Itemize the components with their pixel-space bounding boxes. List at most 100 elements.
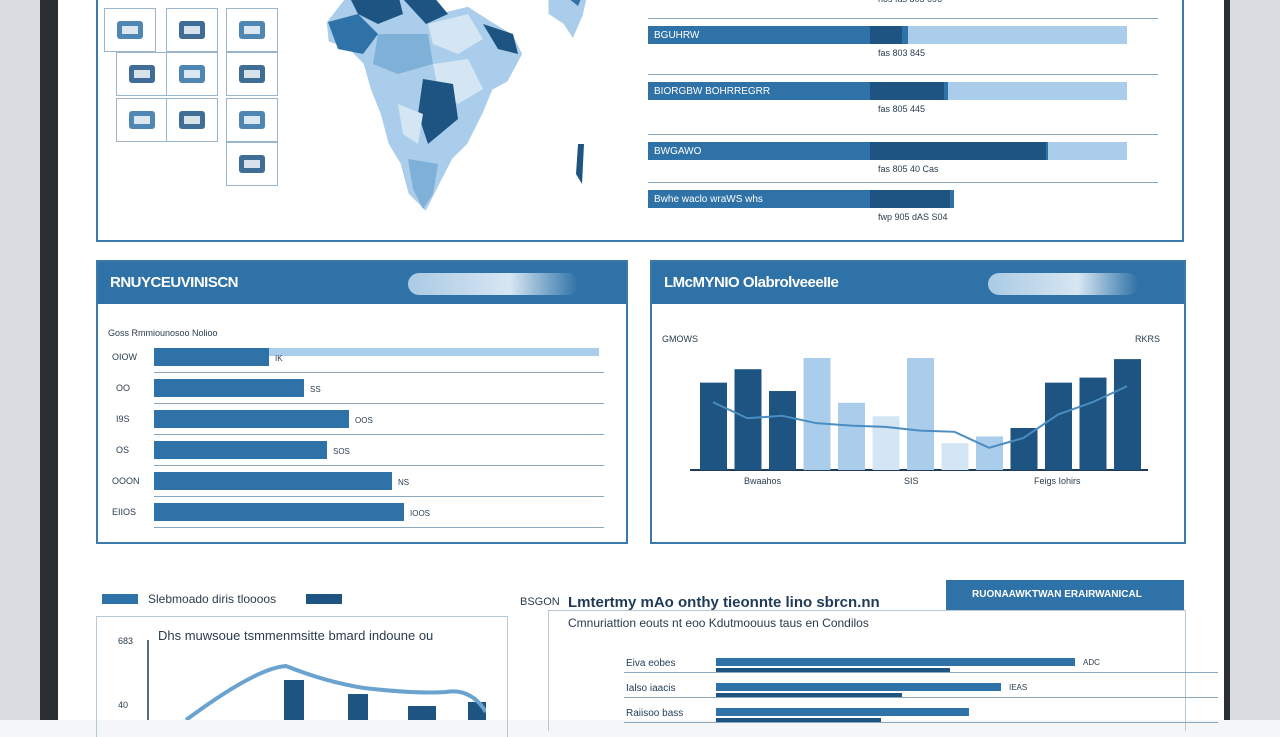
bottom-right-header-bar: RUONAAWKTWAN ERAIRWANICAL (946, 580, 1184, 610)
grid-icon[interactable] (166, 8, 218, 52)
bottom-row-bar (716, 683, 1001, 691)
bottom-row-bar (716, 708, 969, 716)
x-label-3: Feigs Iohirs (1034, 476, 1081, 486)
left-bar-value: NS (398, 478, 410, 487)
right-panel: LMcMYNIO OlabrolveeeIIe GMOWS RKRS Bwaah… (650, 260, 1186, 544)
bottom-right-subtitle: Cmnuriattion eouts nt eoo Kdutmoouus tau… (568, 616, 869, 630)
bottom-row-label: Eiva eobes (626, 658, 676, 669)
bottom-row-line (624, 722, 1218, 723)
left-bar (154, 503, 404, 521)
bottom-row-subbar (716, 718, 881, 722)
left-panel-subtitle: Goss Rmmiounosoo Nolioo (108, 328, 218, 338)
legend-swatch-1 (102, 594, 138, 604)
top-row-bar (648, 26, 908, 44)
top-row-caption: fas 805 40 Cas (878, 164, 939, 174)
box-icon-glyph (239, 21, 265, 39)
top-row-caption: fas 803 845 (878, 48, 926, 58)
bottom-left-legend: Slebmoado diris tloooos (148, 592, 277, 606)
left-header-highlight (408, 273, 578, 295)
right-bar (941, 443, 969, 470)
left-bar-value: IOOS (410, 509, 431, 518)
right-bar (700, 382, 727, 470)
house-icon[interactable] (166, 52, 218, 96)
left-bar-value: OOS (355, 416, 373, 425)
left-bar-label: OIOW (112, 352, 137, 362)
grid-icon-glyph (179, 21, 205, 39)
square-icon-glyph (179, 111, 205, 129)
box-icon[interactable] (226, 8, 278, 52)
left-bar-label: I9S (116, 414, 130, 424)
bottom-right-prefix: BSGON (520, 596, 560, 608)
left-panel: RNUYCEUVINISCN Goss Rmmiounosoo Nolioo O… (96, 260, 628, 544)
document-icon-glyph (129, 111, 155, 129)
right-header-highlight (988, 273, 1138, 295)
right-bar (838, 402, 865, 470)
bottom-row-line (624, 697, 1218, 698)
top-row-caption: fas 805 445 (878, 104, 926, 114)
bottom-row-value: IEAS (1009, 683, 1028, 692)
top-row-line (648, 134, 1158, 135)
document-icon[interactable] (116, 98, 168, 142)
right-bar (769, 391, 796, 470)
house-icon-glyph (179, 65, 205, 83)
keyboard-icon[interactable] (226, 98, 278, 142)
bottom-right-header-text: RUONAAWKTWAN ERAIRWANICAL (972, 589, 1142, 600)
legend-swatch-2 (306, 594, 342, 604)
india-map (325, 0, 588, 214)
right-bar (976, 436, 1003, 470)
top-row-line (648, 182, 1158, 183)
left-bar-label: OOON (112, 476, 140, 486)
left-bar-label: OS (116, 445, 130, 455)
left-bar-label: OO (116, 383, 131, 393)
right-bar (1079, 377, 1107, 470)
top-row-bar-accent (870, 26, 902, 44)
right-right-label: RKRS (1134, 334, 1160, 344)
right-combo-chart (690, 358, 1148, 471)
left-bar-value: SS (310, 385, 321, 394)
square-icon[interactable] (166, 98, 218, 142)
left-bar-label: EIIOS (112, 507, 137, 517)
left-bar (154, 379, 304, 397)
bottom-left-frame (96, 616, 508, 737)
left-bar (154, 472, 392, 490)
x-label-1: Bwaahos (744, 476, 782, 486)
bottom-row-bar (716, 658, 1075, 666)
right-left-label: GMOWS (662, 334, 698, 344)
top-row-bar-accent (870, 190, 950, 208)
left-bar (154, 348, 269, 366)
bottle-icon-glyph (239, 155, 265, 173)
bottom-right-section: BSGON Lmtertmy mAo onthy tieonnte lino s… (518, 578, 1218, 731)
bottom-row-label: Raiisoo bass (626, 708, 684, 719)
right-trend-line (712, 385, 1128, 449)
right-bar (1045, 382, 1072, 470)
top-row-label: Bwhe waclo wraWS whs (654, 194, 763, 205)
left-panel-title: RNUYCEUVINISCN (110, 274, 239, 291)
keyboard-icon-glyph (239, 111, 265, 129)
right-bar (872, 416, 900, 470)
y-label-bottom: 40 (118, 700, 129, 710)
right-panel-title: LMcMYNIO OlabrolveeeIIe (664, 274, 839, 291)
map-icon[interactable] (104, 8, 156, 52)
top-row-label: BGUHRW (654, 30, 700, 41)
x-label-2: SIS (904, 476, 919, 486)
left-bar-gridline (154, 372, 604, 373)
bottom-right-title: Lmtertmy mAo onthy tieonnte lino sbrcn.n… (568, 594, 880, 611)
left-bar-gridline (154, 434, 604, 435)
left-bar (154, 410, 349, 428)
calendar-icon-glyph (239, 65, 265, 83)
right-panel-header: LMcMYNIO OlabrolveeeIIe (652, 262, 1184, 304)
bottle-icon[interactable] (226, 142, 278, 186)
bottom-row-value: ADC (1083, 658, 1100, 667)
left-bar-track (154, 348, 599, 356)
top-row-caption: hos fas 805 696 (878, 0, 942, 4)
left-bar-value: SOS (333, 447, 350, 456)
left-bar-gridline (154, 403, 604, 404)
bottom-right-frame (548, 610, 1186, 731)
calendar-icon[interactable] (226, 52, 278, 96)
tablet-icon[interactable] (116, 52, 168, 96)
left-bar-gridline (154, 527, 604, 528)
y-label-top: 683 (118, 636, 134, 646)
right-bar (1010, 428, 1038, 470)
top-row-label: BIORGBW BOHRREGRR (654, 86, 771, 97)
dashboard-screen: hos fas 805 696 BGUHRW fas 803 845 BIORGBW … (58, 0, 1224, 737)
